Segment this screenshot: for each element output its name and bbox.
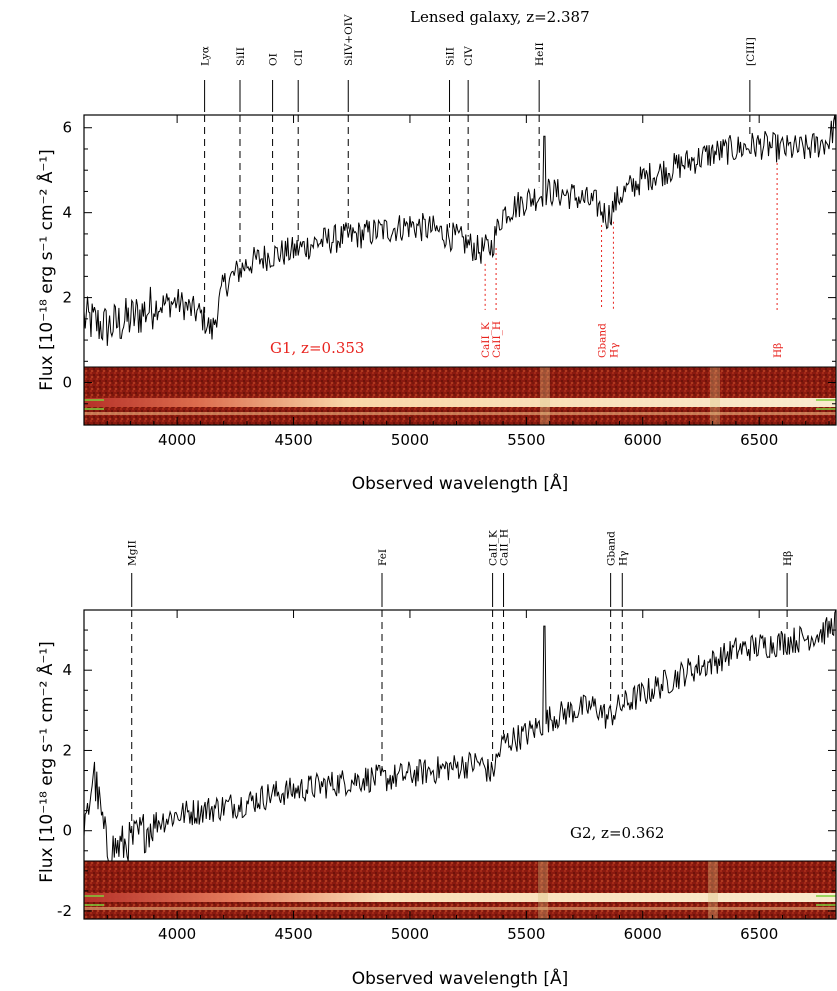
line-label: CaII_K — [488, 530, 500, 566]
y-tick-label: 2 — [62, 741, 72, 759]
line-label: SiII — [235, 47, 247, 66]
x-tick-label: 6500 — [740, 925, 778, 943]
x-tick-label: 5000 — [391, 925, 429, 943]
line-label: Lyα — [200, 46, 212, 66]
x-tick-label: 5000 — [391, 431, 429, 449]
line-label: MgII — [127, 540, 139, 566]
line-label: Gband — [606, 531, 618, 566]
y-tick-label: 2 — [62, 289, 72, 307]
x-tick-label: 6500 — [740, 431, 778, 449]
x-tick-label: 5500 — [507, 431, 545, 449]
spectrum-2d — [84, 861, 836, 919]
foreground-line-label: Gband — [597, 323, 609, 358]
foreground-label: G1, z=0.353 — [270, 339, 364, 357]
x-tick-label: 5500 — [507, 925, 545, 943]
y-axis-title: Flux [10⁻¹⁸ erg s⁻¹ cm⁻² Å⁻¹] — [35, 149, 57, 391]
x-tick-label: 4000 — [158, 925, 196, 943]
y-axis: -2 0 2 4 — [57, 609, 836, 920]
spectrum-2d — [84, 367, 836, 425]
y-tick-label: 4 — [62, 661, 72, 679]
panel-title: G2, z=0.362 — [570, 824, 664, 842]
line-label: HeII — [534, 42, 546, 66]
x-axis: 4000 4500 5000 5500 6000 6500 — [106, 610, 830, 943]
plot-frame — [83, 114, 837, 426]
line-label: FeI — [377, 549, 389, 566]
x-axis-title: Observed wavelength [Å] — [352, 472, 569, 494]
y-tick-label: -2 — [57, 902, 72, 920]
line-label: Hγ — [617, 551, 629, 566]
panel-title: Lensed galaxy, z=2.387 — [410, 8, 590, 26]
y-tick-label: 0 — [62, 374, 72, 392]
line-label: OI — [268, 53, 280, 66]
spectrum-line — [83, 609, 837, 862]
x-axis: 4000 4500 5000 5500 6000 6500 — [106, 115, 830, 449]
line-label: CII — [293, 50, 305, 66]
x-tick-label: 4000 — [158, 431, 196, 449]
foreground-line-label: CaII_K — [480, 322, 492, 358]
line-markers: Lyα SiII OI CII SiIV+OIV SiII CIV HeII [CIII] — [200, 14, 757, 313]
line-label: SiIV+OIV — [343, 14, 355, 66]
x-axis-title: Observed wavelength [Å] — [352, 967, 569, 989]
line-label: CaII_H — [499, 529, 511, 566]
x-tick-label: 6000 — [624, 431, 662, 449]
foreground-line-label: Hβ — [772, 343, 784, 358]
foreground-line-label: Hγ — [608, 343, 620, 358]
x-tick-label: 4500 — [274, 431, 312, 449]
y-axis: 0 2 4 6 — [62, 119, 836, 426]
plot-frame — [83, 609, 837, 920]
spectrum-line — [83, 114, 837, 346]
line-label: CIV — [463, 46, 475, 66]
line-label: SiII — [445, 47, 457, 66]
y-tick-label: 6 — [62, 119, 72, 137]
x-tick-label: 6000 — [624, 925, 662, 943]
y-tick-label: 4 — [62, 204, 72, 222]
y-axis-title: Flux [10⁻¹⁸ erg s⁻¹ cm⁻² Å⁻¹] — [35, 641, 57, 883]
y-tick-label: 0 — [62, 822, 72, 840]
line-label: [CIII] — [745, 37, 757, 66]
foreground-line-label: CaII_H — [491, 321, 503, 358]
panel-lensed-galaxy: Lensed galaxy, z=2.387 Lyα SiII OI CII SiIV+… — [35, 8, 837, 494]
line-label: Hβ — [782, 551, 794, 566]
x-tick-label: 4500 — [274, 925, 312, 943]
